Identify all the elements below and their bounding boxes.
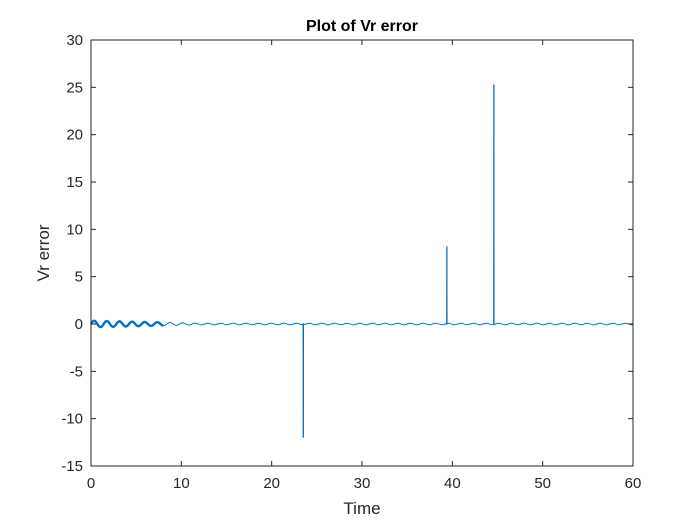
y-tick-label: -15 <box>61 458 83 475</box>
y-tick-label: 20 <box>66 127 83 144</box>
x-tick-label: 20 <box>263 475 280 492</box>
x-axis-label: Time <box>343 499 380 518</box>
y-tick-label: -5 <box>70 363 83 380</box>
y-tick-label: 15 <box>66 174 83 191</box>
x-tick-label: 60 <box>625 475 642 492</box>
y-tick-label: 0 <box>75 316 83 333</box>
x-axis-ticks: 0 10 20 30 40 50 60 <box>87 40 642 492</box>
x-tick-label: 0 <box>87 475 95 492</box>
y-axis-ticks: -15 -10 -5 0 5 10 15 20 25 30 <box>61 32 633 475</box>
y-tick-label: -10 <box>61 411 83 428</box>
y-tick-label: 25 <box>66 79 83 96</box>
x-tick-label: 10 <box>173 475 190 492</box>
y-tick-label: 5 <box>75 269 83 286</box>
y-tick-label: 10 <box>66 221 83 238</box>
series-layer <box>89 84 634 438</box>
x-tick-label: 50 <box>534 475 551 492</box>
series-line-early-band <box>89 319 164 329</box>
chart-title: Plot of Vr error <box>306 18 418 35</box>
y-axis-label: Vr error <box>34 224 53 281</box>
y-tick-label: 30 <box>66 32 83 49</box>
x-tick-label: 40 <box>444 475 461 492</box>
plot-area-background <box>91 40 633 466</box>
x-tick-label: 30 <box>354 475 371 492</box>
series-line-0 <box>90 84 634 438</box>
